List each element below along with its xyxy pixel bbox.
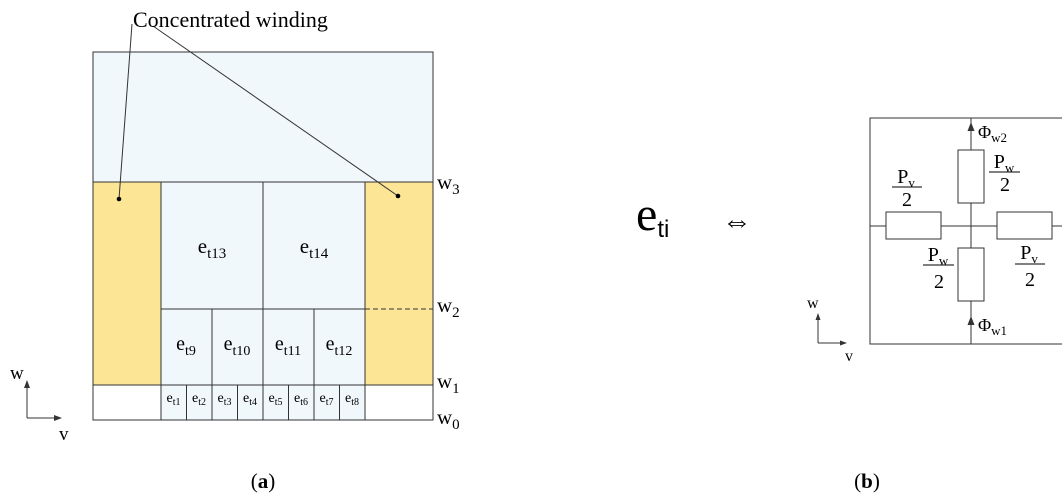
level-w2: w2: [437, 293, 460, 321]
label-et5: et5: [269, 391, 283, 408]
eti-symbol: eti: [636, 188, 669, 243]
winding-right: [364, 181, 434, 386]
cell-et13: [160, 181, 264, 310]
equivalence: eti ⇔: [636, 188, 752, 243]
cell-et2: [186, 384, 213, 421]
fraction-pv-top: Pv 2: [892, 166, 922, 211]
level-labels: w3 w2 w1 w0: [437, 170, 460, 433]
circuit-frame: [869, 117, 1062, 345]
level-w0: w0: [437, 405, 460, 433]
label-et8: et8: [345, 391, 359, 408]
label-et4: et4: [243, 391, 257, 408]
arrow-up-icon: [24, 380, 30, 388]
resistor-pv-left: [885, 211, 942, 240]
svg-text:Pv: Pv: [1020, 242, 1038, 266]
label-et13: et13: [198, 234, 227, 262]
cell-et7: [313, 384, 340, 421]
svg-text:Pw: Pw: [928, 244, 949, 268]
fraction-pw-top: Pw 2: [989, 151, 1020, 196]
svg-text:2: 2: [934, 271, 944, 293]
air-region-top: [92, 51, 434, 183]
flux-arrow-top-icon: [967, 122, 975, 131]
leader-dot-right: [395, 193, 401, 199]
equivalence-arrow-icon: ⇔: [722, 205, 752, 238]
arrow-right-icon: [840, 340, 847, 346]
axis-indicator-a: w v: [10, 363, 69, 445]
svg-text:Pv: Pv: [897, 166, 915, 190]
svg-text:2: 2: [1025, 269, 1035, 291]
element-labels: et13 et14 et9 et10 et11 et12 et1 et2 et3…: [167, 234, 360, 408]
cell-et1: [160, 384, 187, 421]
leader-line-right: [152, 25, 399, 197]
label-et12: et12: [326, 333, 353, 359]
resistor-pw-top: [957, 149, 985, 204]
caption-a: (a): [251, 469, 276, 493]
label-et3: et3: [218, 391, 232, 408]
circuit-labels: Φw2 Φw1 Pv 2 Pw 2 Pw 2 Pv: [892, 122, 1045, 338]
phi-w2-label: Φw2: [978, 122, 1007, 145]
cell-et3: [211, 384, 238, 421]
axis-a-w-label: w: [10, 363, 24, 384]
cell-et5: [262, 384, 289, 421]
caption-b: (b): [854, 469, 880, 493]
cell-et11: [262, 308, 315, 386]
axis-a-v-label: v: [59, 424, 69, 445]
panel-b: Φw2 Φw1 Pv 2 Pw 2 Pw 2 Pv: [807, 117, 1062, 493]
leader-dot-left: [116, 196, 122, 202]
label-et7: et7: [320, 391, 334, 408]
annotation-concentrated-winding: Concentrated winding: [133, 7, 328, 32]
arrow-up-icon: [815, 313, 821, 320]
cell-et14: [262, 181, 366, 310]
label-et11: et11: [275, 333, 301, 359]
label-et10: et10: [224, 333, 251, 359]
resistor-pv-right: [996, 211, 1053, 240]
label-et14: et14: [300, 234, 329, 262]
svg-text:2: 2: [1000, 174, 1010, 196]
flux-arrow-bottom-icon: [967, 316, 975, 325]
resistor-pw-bottom: [957, 247, 985, 302]
leader-line-left: [118, 23, 133, 200]
label-et1: et1: [167, 391, 181, 408]
cell-et6: [288, 384, 315, 421]
panel-a: Concentrated winding et13 et14 et9 et10 …: [10, 7, 460, 493]
arrow-right-icon: [54, 415, 62, 421]
fraction-pv-bottom: Pv 2: [1015, 242, 1045, 291]
label-et6: et6: [294, 391, 308, 408]
svg-text:Pw: Pw: [994, 151, 1015, 175]
svg-text:2: 2: [902, 189, 912, 211]
phi-w1-label: Φw1: [978, 315, 1007, 338]
label-et2: et2: [192, 391, 206, 408]
cell-et8: [339, 384, 366, 421]
axis-b-v-label: v: [845, 348, 853, 365]
axis-b-w-label: w: [807, 295, 819, 312]
level-w1: w1: [437, 369, 460, 397]
axis-indicator-b: w v: [807, 295, 853, 365]
winding-left: [92, 181, 162, 386]
level-w3: w3: [437, 170, 460, 198]
fraction-pw-bottom: Pw 2: [923, 244, 954, 293]
label-et9: et9: [176, 333, 196, 359]
